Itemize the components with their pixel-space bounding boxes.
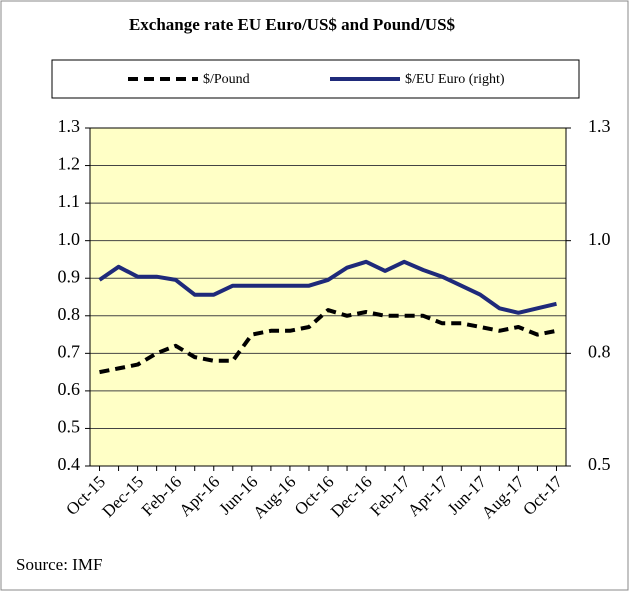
y2-tick-label: 1.3	[588, 116, 611, 136]
plot-area	[90, 128, 566, 466]
y2-tick-label: 0.8	[588, 341, 611, 361]
legend-box	[51, 59, 580, 99]
y2-tick-label: 1.0	[588, 229, 611, 249]
y-tick-label: 0.6	[58, 379, 81, 399]
y-tick-label: 1.0	[58, 229, 81, 249]
legend-label: $/EU Euro (right)	[405, 72, 505, 87]
y-tick-label: 0.5	[58, 417, 81, 437]
y-tick-label: 0.7	[58, 341, 81, 361]
y2-tick-label: 0.5	[588, 454, 611, 474]
y-tick-label: 1.2	[58, 154, 81, 174]
source-note: Source: IMF	[16, 555, 102, 574]
y-tick-label: 0.4	[58, 454, 81, 474]
y-tick-label: 1.1	[58, 191, 81, 211]
y-tick-label: 0.9	[58, 266, 81, 286]
y-tick-label: 1.3	[58, 116, 81, 136]
series-line	[99, 308, 557, 375]
series-line	[98, 259, 557, 315]
legend-label: $/Pound	[203, 72, 250, 87]
chart-title: Exchange rate EU Euro/US$ and Pound/US$	[129, 15, 456, 34]
y-tick-label: 0.8	[58, 304, 81, 324]
